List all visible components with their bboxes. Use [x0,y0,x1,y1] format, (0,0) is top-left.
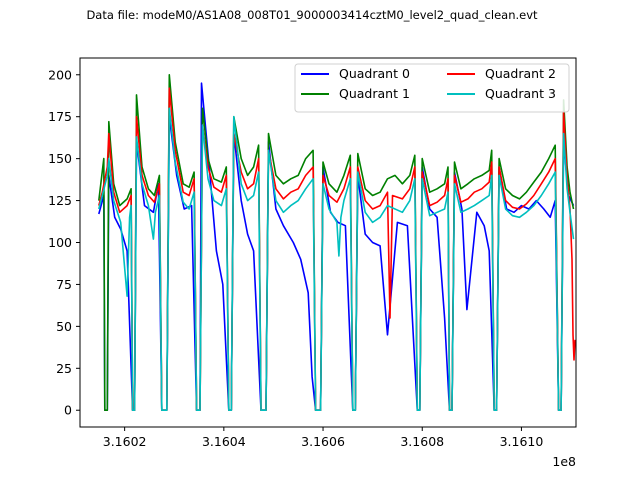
y-tick-label: 175 [48,109,72,124]
plot-area [80,58,576,427]
y-tick-label: 25 [56,361,72,376]
legend-label-quadrant-0: Quadrant 0 [339,66,410,81]
x-tick-label: 3.1604 [202,434,246,449]
y-tick-label: 150 [48,151,72,166]
legend-label-quadrant-1: Quadrant 1 [339,86,410,101]
legend-label-quadrant-3: Quadrant 3 [485,86,556,101]
y-tick-label: 100 [48,235,72,250]
x-tick-label: 3.1606 [301,434,345,449]
x-axis: 3.1602 3.1604 3.1606 3.1608 3.1610 [103,427,544,449]
y-tick-label: 50 [56,319,72,334]
series-layer [98,74,576,411]
y-tick-label: 75 [56,277,72,292]
legend-label-quadrant-2: Quadrant 2 [485,66,556,81]
y-tick-label: 125 [48,193,72,208]
series-line-quadrant-3 [98,107,575,411]
legend: Quadrant 0 Quadrant 1 Quadrant 2 Quadrant 3 [294,63,570,113]
legend-box [294,63,570,113]
x-tick-label: 3.1608 [400,434,444,449]
x-tick-label: 3.1602 [103,434,147,449]
y-tick-label: 200 [48,67,72,82]
y-tick-label: 0 [64,403,72,418]
x-tick-label: 3.1610 [500,434,544,449]
y-axis: 0 25 50 75 100 125 150 175 200 [48,67,80,418]
x-offset-label: 1e8 [552,454,576,469]
chart-title: Data file: modeM0/AS1A08_008T01_90000034… [86,8,538,22]
